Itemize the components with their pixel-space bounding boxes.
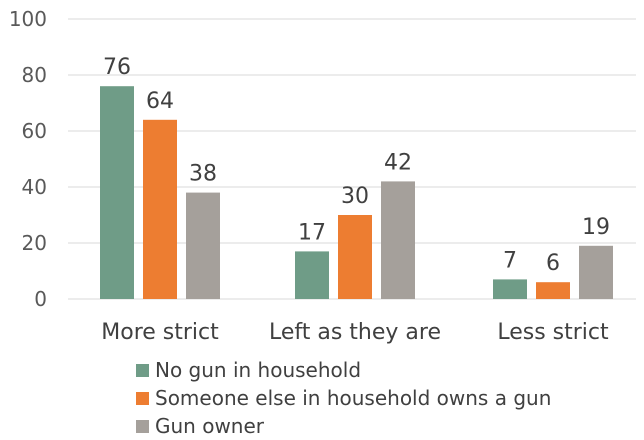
data-label: 19 xyxy=(582,215,610,240)
legend-label: No gun in household xyxy=(155,358,362,382)
category-label: More strict xyxy=(101,320,219,345)
bar xyxy=(295,251,329,299)
legend-label: Gun owner xyxy=(155,414,265,438)
data-label: 17 xyxy=(298,220,326,245)
y-axis-ticks: 0 20 40 60 80 100 xyxy=(9,7,47,311)
legend-swatch xyxy=(136,419,149,433)
legend-swatch xyxy=(136,391,149,405)
legend-label: Someone else in household owns a gun xyxy=(155,386,552,410)
data-label: 64 xyxy=(146,89,174,114)
bar xyxy=(536,282,570,299)
legend-item-no-gun: No gun in household xyxy=(136,356,551,384)
bar xyxy=(100,86,134,299)
bar xyxy=(143,119,177,299)
legend-item-gun-owner: Gun owner xyxy=(136,412,551,440)
data-label: 76 xyxy=(103,55,131,80)
data-label: 7 xyxy=(503,248,517,273)
bar xyxy=(186,192,220,299)
y-tick-label: 60 xyxy=(22,119,47,143)
bar xyxy=(493,279,527,299)
y-tick-label: 100 xyxy=(9,7,47,31)
category-label: Less strict xyxy=(497,320,609,345)
data-label: 38 xyxy=(189,162,217,187)
bar xyxy=(338,215,372,299)
legend: No gun in household Someone else in hous… xyxy=(136,356,551,440)
bars xyxy=(100,86,613,299)
category-label: Left as they are xyxy=(269,320,441,345)
legend-item-someone-else: Someone else in household owns a gun xyxy=(136,384,551,412)
bar xyxy=(579,245,613,299)
bar xyxy=(381,181,415,299)
y-tick-label: 20 xyxy=(22,231,47,255)
y-tick-label: 80 xyxy=(22,63,47,87)
category-labels: More strict Left as they are Less strict xyxy=(101,320,609,345)
data-label: 6 xyxy=(546,251,560,276)
data-label: 30 xyxy=(341,184,369,209)
y-tick-label: 40 xyxy=(22,175,47,199)
data-label: 42 xyxy=(384,150,412,175)
y-tick-label: 0 xyxy=(34,287,47,311)
legend-swatch xyxy=(136,363,149,377)
